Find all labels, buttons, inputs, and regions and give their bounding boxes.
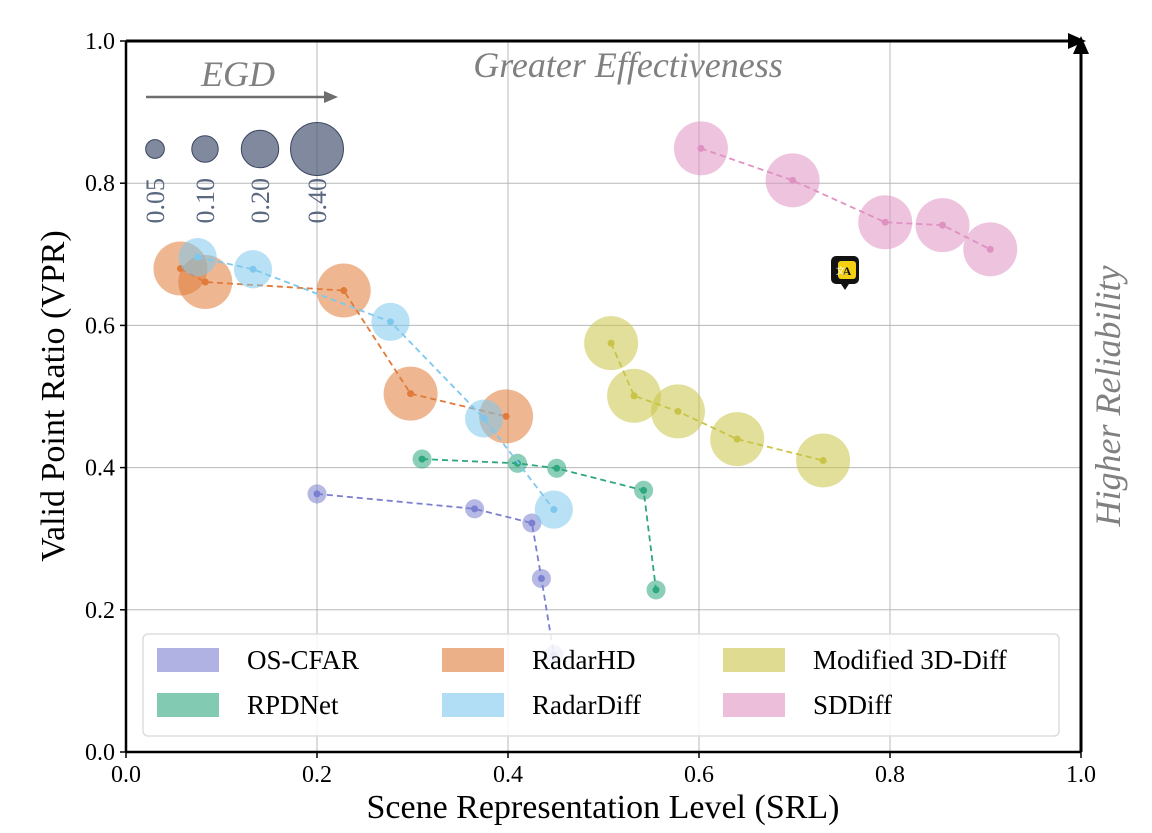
legend-swatch bbox=[723, 648, 785, 672]
data-point bbox=[313, 490, 321, 498]
annotation-right: Higher Reliability bbox=[1088, 266, 1128, 528]
annotation-top: Greater Effectiveness bbox=[473, 45, 783, 85]
data-point bbox=[387, 318, 395, 326]
series-modified-3d-diff bbox=[584, 316, 851, 488]
plot-data bbox=[153, 121, 1018, 665]
data-point bbox=[249, 265, 257, 273]
legend-item: SDDiff bbox=[723, 690, 892, 720]
data-point bbox=[640, 486, 648, 494]
data-point bbox=[194, 253, 202, 261]
size-legend-arrow-head bbox=[324, 91, 338, 103]
legend-swatch bbox=[442, 648, 504, 672]
size-legend-label: 0.10 bbox=[191, 178, 220, 224]
legend-swatch bbox=[157, 693, 219, 717]
size-legend-bubble bbox=[145, 139, 165, 159]
data-point bbox=[340, 287, 348, 295]
legend-item: RadarDiff bbox=[442, 690, 641, 720]
legend-item: Modified 3D-Diff bbox=[723, 645, 1007, 675]
series-rpdnet bbox=[412, 449, 666, 600]
data-point bbox=[553, 464, 561, 472]
right-arrow-head bbox=[1073, 36, 1089, 54]
series-line bbox=[700, 147, 991, 251]
axes-frame bbox=[124, 33, 1089, 754]
data-point bbox=[480, 415, 488, 423]
data-point bbox=[733, 435, 741, 443]
data-point bbox=[789, 176, 797, 184]
x-tick-label: 0.8 bbox=[875, 762, 905, 788]
data-point bbox=[418, 455, 426, 463]
legend-swatch bbox=[442, 693, 504, 717]
legend-label: RPDNet bbox=[247, 690, 339, 720]
data-point bbox=[502, 412, 510, 420]
x-tick-label: 1.0 bbox=[1066, 762, 1096, 788]
y-tick-label: 0.2 bbox=[85, 598, 115, 624]
size-legend-bubble bbox=[191, 135, 219, 163]
y-tick-label: 0.0 bbox=[85, 740, 115, 766]
size-legend-bubble bbox=[240, 129, 280, 169]
svg-text:A: A bbox=[843, 264, 852, 278]
data-point bbox=[652, 586, 660, 594]
legend-item: RPDNet bbox=[157, 690, 339, 720]
legend-label: Modified 3D-Diff bbox=[813, 645, 1007, 675]
y-tick-label: 0.8 bbox=[85, 171, 115, 197]
series-radardiff bbox=[178, 238, 573, 529]
x-tick-label: 0.2 bbox=[302, 762, 332, 788]
size-legend-label: 0.20 bbox=[246, 178, 275, 224]
series-line bbox=[180, 267, 507, 418]
y-axis-title: Valid Point Ratio (VPR) bbox=[35, 230, 72, 562]
y-tick-label: 1.0 bbox=[85, 29, 115, 55]
data-point bbox=[550, 506, 558, 514]
data-point bbox=[471, 505, 479, 513]
x-tick-label: 0.0 bbox=[111, 762, 141, 788]
data-point bbox=[407, 390, 415, 398]
data-point bbox=[881, 218, 889, 226]
size-legend-label: 0.40 bbox=[303, 178, 332, 224]
data-point bbox=[537, 575, 545, 583]
size-legend: EGD 0.05 0.10 0.20 0.40 bbox=[141, 54, 344, 224]
y-tick-label: 0.4 bbox=[85, 456, 115, 482]
data-point bbox=[697, 144, 705, 152]
series-sddiff bbox=[673, 121, 1018, 277]
size-legend-label: 0.05 bbox=[141, 178, 170, 224]
series-line bbox=[197, 256, 555, 511]
data-point bbox=[674, 407, 682, 415]
size-legend-bubble bbox=[290, 122, 344, 176]
data-point bbox=[607, 339, 615, 347]
legend-swatch bbox=[723, 693, 785, 717]
legend-label: OS-CFAR bbox=[247, 645, 359, 675]
top-arrow-head bbox=[1068, 33, 1086, 49]
data-point bbox=[819, 456, 827, 464]
data-point bbox=[528, 519, 536, 527]
x-tick-label: 0.6 bbox=[684, 762, 714, 788]
translate-icon[interactable]: A 文 bbox=[831, 256, 859, 290]
data-point bbox=[630, 392, 638, 400]
data-point bbox=[939, 221, 947, 229]
series-line bbox=[316, 493, 555, 655]
svg-text:文: 文 bbox=[836, 265, 845, 276]
legend-label: RadarHD bbox=[532, 645, 635, 675]
legend-label: SDDiff bbox=[813, 690, 892, 720]
legend-frame bbox=[142, 633, 1060, 737]
data-point bbox=[986, 245, 994, 253]
legend-swatch bbox=[157, 648, 219, 672]
legend: OS-CFAR RPDNet RadarHD RadarDiff Modified 3D… bbox=[142, 633, 1060, 737]
x-axis-title: Scene Representation Level (SRL) bbox=[366, 789, 839, 826]
axis-ticks: 0.0 0.2 0.4 0.6 0.8 1.0 0.0 0.2 0.4 0.6 0.8 1.0 bbox=[85, 29, 1096, 788]
legend-label: RadarDiff bbox=[532, 690, 641, 720]
y-tick-label: 0.6 bbox=[85, 313, 115, 339]
size-legend-title: EGD bbox=[200, 54, 275, 94]
legend-item: RadarHD bbox=[442, 645, 635, 675]
x-tick-label: 0.4 bbox=[493, 762, 523, 788]
legend-item: OS-CFAR bbox=[157, 645, 359, 675]
data-point bbox=[201, 278, 209, 286]
